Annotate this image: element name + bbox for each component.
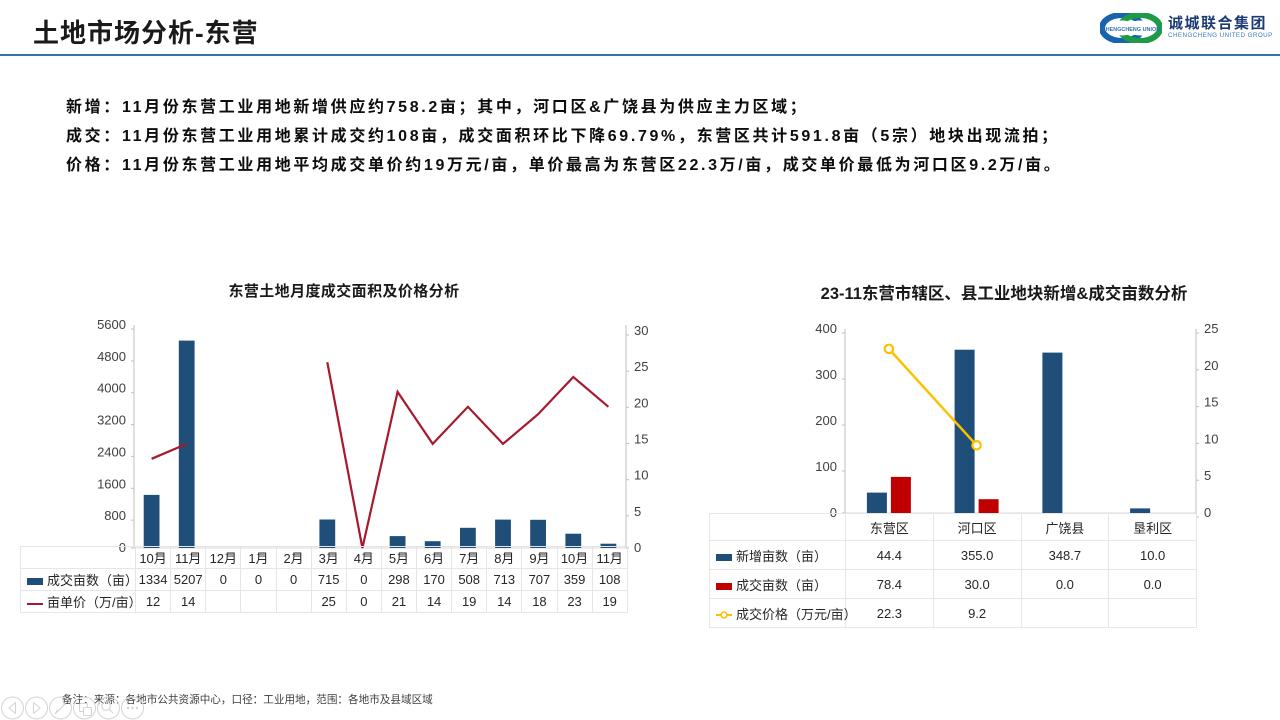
svg-text:20: 20 [1204, 358, 1218, 373]
svg-text:15: 15 [634, 432, 648, 447]
svg-text:4800: 4800 [97, 349, 126, 364]
svg-text:10: 10 [1204, 431, 1218, 446]
svg-text:100: 100 [815, 459, 837, 474]
svg-text:10: 10 [634, 468, 648, 483]
svg-text:0: 0 [1204, 505, 1211, 520]
svg-text:5: 5 [634, 504, 641, 519]
svg-text:15: 15 [1204, 395, 1218, 410]
svg-text:20: 20 [634, 395, 648, 410]
svg-text:25: 25 [1204, 321, 1218, 336]
svg-text:400: 400 [815, 321, 837, 336]
svg-text:800: 800 [104, 508, 126, 523]
svg-text:4000: 4000 [97, 381, 126, 396]
svg-text:2400: 2400 [97, 444, 126, 459]
svg-text:200: 200 [815, 413, 837, 428]
svg-text:3200: 3200 [97, 413, 126, 428]
svg-text:0: 0 [634, 540, 641, 555]
svg-text:300: 300 [815, 367, 837, 382]
svg-text:1600: 1600 [97, 476, 126, 491]
svg-text:30: 30 [634, 323, 648, 338]
svg-text:5600: 5600 [97, 320, 126, 332]
svg-text:5: 5 [1204, 468, 1211, 483]
svg-text:CHENGCHENG UNION: CHENGCHENG UNION [1102, 27, 1160, 33]
svg-text:25: 25 [634, 359, 648, 374]
